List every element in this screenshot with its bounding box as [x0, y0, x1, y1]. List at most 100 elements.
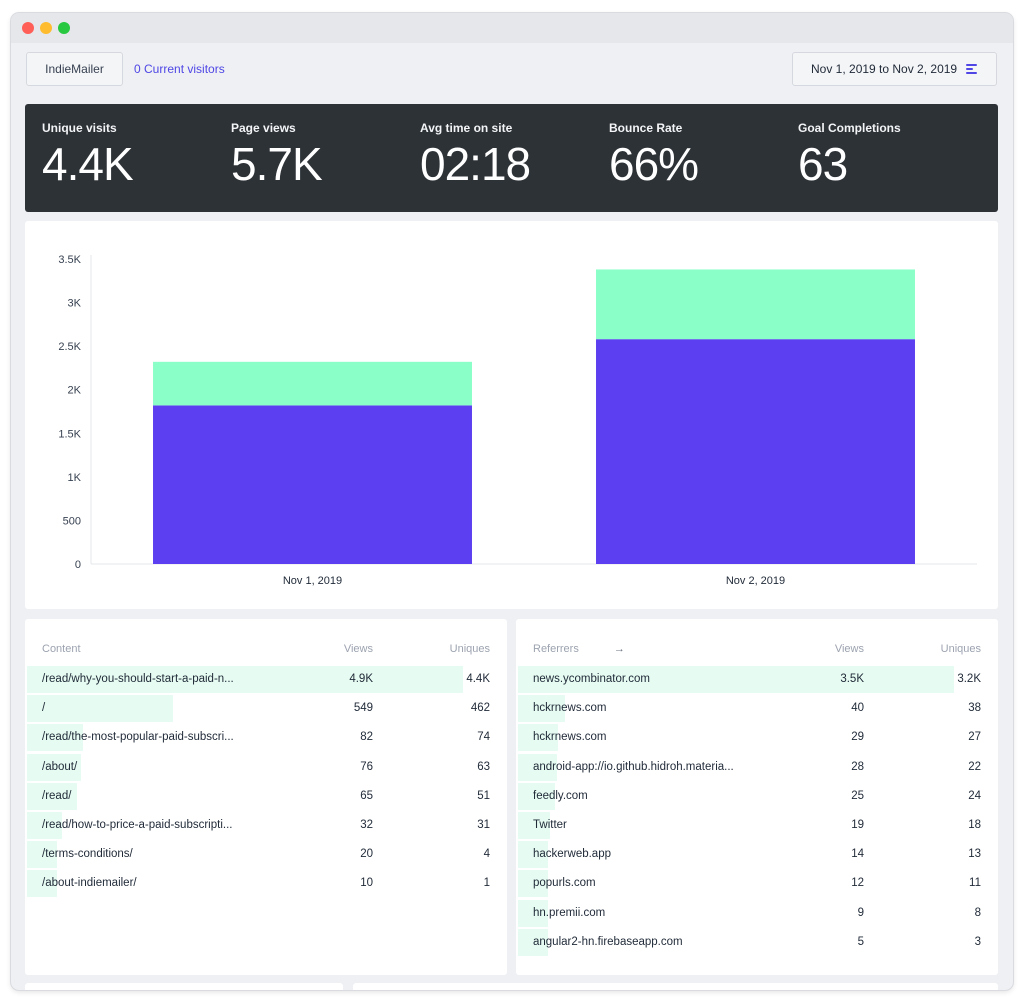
- close-window-icon[interactable]: [22, 22, 34, 34]
- content-table-row[interactable]: /terms-conditions/20 4: [25, 840, 507, 869]
- row-proportion-bar: [27, 870, 57, 898]
- referrers-table: Referrers → Views Uniques news.ycombinat…: [516, 619, 998, 975]
- bottom-card-edge: [353, 983, 998, 990]
- content-rows: /read/why-you-should-start-a-paid-n... 4.…: [25, 665, 507, 899]
- row-name: /read/: [42, 789, 72, 802]
- row-views: 28: [851, 760, 864, 773]
- row-name: feedly.com: [533, 789, 588, 802]
- row-proportion-bar: [27, 666, 463, 693]
- stat-label: Page views: [231, 121, 296, 135]
- row-proportion-bar: [27, 695, 173, 723]
- y-tick-label: 1.5K: [58, 428, 81, 440]
- row-name: /: [42, 702, 46, 715]
- row-views: 12: [851, 877, 864, 890]
- content-table-row[interactable]: /read/the-most-popular-paid-subscri... 82…: [25, 723, 507, 752]
- row-uniques: 3.2K: [957, 673, 981, 685]
- referrer-table-row[interactable]: Twitter 19 18: [516, 811, 998, 840]
- maximize-window-icon[interactable]: [58, 22, 70, 34]
- referrer-rows: news.ycombinator.com 3.5K 3.2K hckrnews.com…: [516, 665, 998, 957]
- y-tick-label: 2.5K: [58, 341, 81, 353]
- referrers-column-header[interactable]: Referrers →: [533, 643, 625, 655]
- content-table-row[interactable]: /about-indiemailer/10 1: [25, 869, 507, 898]
- content-table-row[interactable]: /read/how-to-price-a-paid-subscripti... 3…: [25, 811, 507, 840]
- stat-avg-time: Avg time on site 02:18: [420, 121, 531, 191]
- row-uniques: 63: [477, 760, 490, 773]
- stat-value: 4.4K: [42, 138, 134, 190]
- row-name: /about/: [42, 760, 78, 773]
- row-proportion-bar: [518, 695, 565, 723]
- row-uniques: 3: [974, 935, 981, 948]
- minimize-window-icon[interactable]: [40, 22, 52, 34]
- row-views: 65: [360, 789, 373, 802]
- row-uniques: 74: [477, 731, 490, 744]
- stat-value: 66%: [609, 138, 699, 190]
- menu-lines-icon: [966, 64, 978, 74]
- bar-segment: [596, 339, 915, 564]
- row-proportion-bar: [518, 782, 555, 810]
- referrer-table-row[interactable]: popurls.com 12 11: [516, 869, 998, 898]
- browser-window: IndieMailer 0 Current visitors Nov 1, 20…: [11, 13, 1013, 990]
- row-views: 14: [851, 848, 864, 861]
- row-name: /terms-conditions/: [42, 848, 133, 861]
- content-table-row[interactable]: /about/76 63: [25, 753, 507, 782]
- referrer-table-row[interactable]: hckrnews.com 29 27: [516, 723, 998, 752]
- y-tick-label: 500: [63, 515, 81, 527]
- bar-segment: [153, 405, 472, 564]
- row-proportion-bar: [518, 841, 548, 869]
- views-column-header: Views: [343, 643, 373, 655]
- stat-bounce-rate: Bounce Rate 66%: [609, 121, 699, 191]
- row-views: 10: [360, 877, 373, 890]
- stat-label: Avg time on site: [420, 121, 513, 135]
- row-views: 40: [851, 702, 864, 715]
- referrer-table-row[interactable]: feedly.com 25 24: [516, 782, 998, 811]
- row-name: angular2-hn.firebaseapp.com: [533, 935, 683, 948]
- content-table-row[interactable]: /read/65 51: [25, 782, 507, 811]
- referrer-table-row[interactable]: news.ycombinator.com 3.5K 3.2K: [516, 665, 998, 694]
- row-uniques: 22: [968, 760, 981, 773]
- y-tick-label: 1K: [68, 472, 82, 484]
- row-views: 9: [857, 906, 864, 919]
- row-proportion-bar: [27, 811, 63, 839]
- date-range-button[interactable]: Nov 1, 2019 to Nov 2, 2019: [792, 52, 997, 86]
- referrer-table-row[interactable]: android-app://io.github.hidroh.materia..…: [516, 753, 998, 782]
- window-titlebar: [11, 13, 1013, 43]
- row-name: /about-indiemailer/: [42, 877, 137, 890]
- visits-bar-chart: 0 500 1K 1.5K 2K 2.5K 3K 3.5K Nov 1, 2019 Nov 2, …: [58, 254, 977, 587]
- row-uniques: 18: [968, 818, 981, 831]
- row-uniques: 24: [968, 789, 981, 802]
- referrer-table-row[interactable]: hn.premii.com 9 8: [516, 899, 998, 928]
- row-uniques: 4: [483, 848, 490, 861]
- row-name: /read/how-to-price-a-paid-subscripti...: [42, 818, 233, 831]
- bar-segment: [596, 269, 915, 340]
- stat-value: 5.7K: [231, 138, 323, 190]
- content-table-row[interactable]: /read/why-you-should-start-a-paid-n... 4.…: [25, 665, 507, 694]
- row-views: 19: [851, 818, 864, 831]
- row-proportion-bar: [27, 841, 57, 869]
- stats-summary-panel: Unique visits 4.4K Page views 5.7K Avg t…: [25, 104, 998, 212]
- uniques-column-header: Uniques: [449, 643, 490, 655]
- row-name: popurls.com: [533, 877, 596, 890]
- row-views: 3.5K: [840, 673, 864, 685]
- row-uniques: 51: [477, 789, 490, 802]
- row-uniques: 38: [968, 702, 981, 715]
- row-name: hackerweb.app: [533, 848, 611, 861]
- row-name: /read/why-you-should-start-a-paid-n...: [42, 673, 234, 685]
- referrer-table-row[interactable]: hackerweb.app 14 13: [516, 840, 998, 869]
- row-views: 20: [360, 848, 373, 861]
- views-column-header: Views: [834, 643, 864, 655]
- uniques-column-header: Uniques: [940, 643, 981, 655]
- content-table-row[interactable]: / 549 462: [25, 694, 507, 723]
- row-views: 29: [851, 731, 864, 744]
- stat-value: 63: [798, 138, 848, 190]
- current-visitors-link[interactable]: 0 Current visitors: [134, 62, 225, 76]
- row-views: 76: [360, 760, 373, 773]
- stat-unique-visits: Unique visits 4.4K: [42, 121, 134, 191]
- referrer-table-row[interactable]: angular2-hn.firebaseapp.com 5 3: [516, 928, 998, 957]
- row-proportion-bar: [27, 753, 82, 781]
- site-selector-button[interactable]: IndieMailer: [26, 52, 123, 86]
- referrer-table-row[interactable]: hckrnews.com 40 38: [516, 694, 998, 723]
- row-proportion-bar: [518, 666, 954, 693]
- arrow-right-icon[interactable]: →: [613, 643, 625, 655]
- y-tick-label: 0: [75, 559, 81, 571]
- visits-chart-card: 0 500 1K 1.5K 2K 2.5K 3K 3.5K Nov 1, 2019 Nov 2, …: [25, 221, 998, 609]
